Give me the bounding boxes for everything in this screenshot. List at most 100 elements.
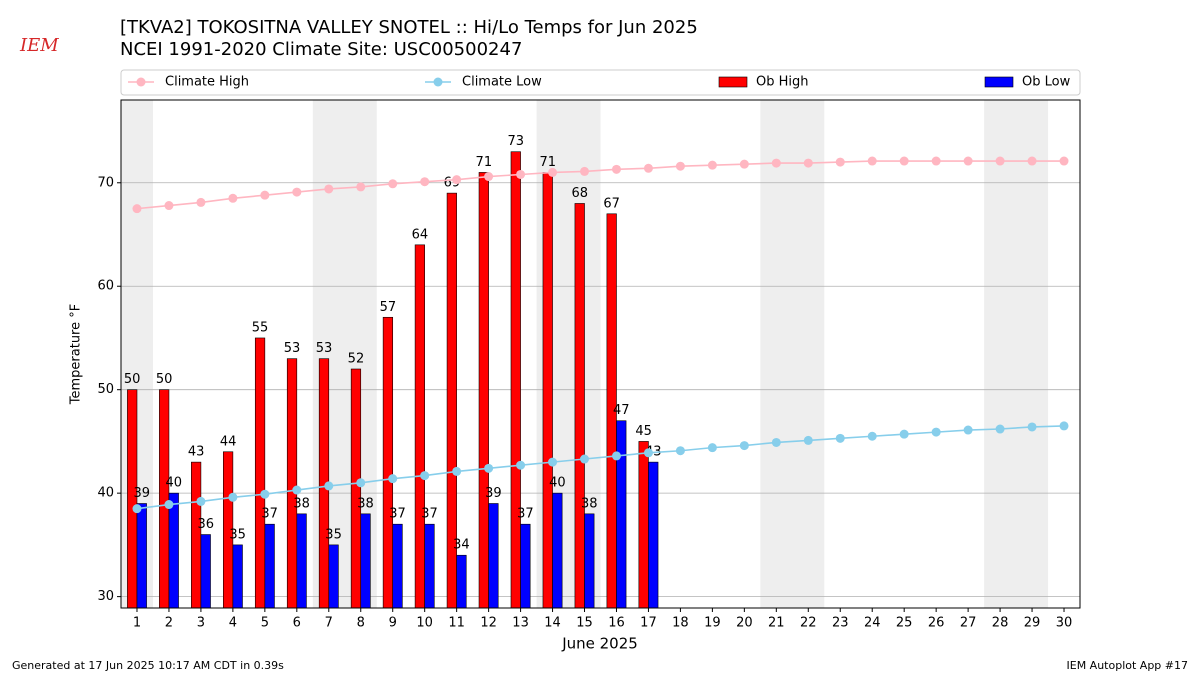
x-tick-label: 2 xyxy=(165,616,173,631)
footer-left: Generated at 17 Jun 2025 10:17 AM CDT in… xyxy=(12,659,284,672)
bar xyxy=(382,316,394,609)
point xyxy=(580,166,590,176)
x-tick-label: 28 xyxy=(992,616,1009,631)
point xyxy=(963,156,973,166)
point xyxy=(228,492,238,502)
point xyxy=(675,446,685,456)
bar xyxy=(510,151,521,609)
x-tick-label: 30 xyxy=(1056,616,1073,631)
bar xyxy=(232,544,243,609)
x-tick-label: 11 xyxy=(448,616,465,631)
data-label: 35 xyxy=(229,527,246,542)
weekend-shade xyxy=(760,100,825,608)
point xyxy=(420,177,430,187)
y-tick-label: 70 xyxy=(97,175,114,190)
legend-swatch xyxy=(718,76,748,88)
x-tick-label: 9 xyxy=(389,616,397,631)
bar xyxy=(616,420,627,609)
x-tick-label: 4 xyxy=(229,616,237,631)
x-tick-label: 23 xyxy=(832,616,849,631)
point xyxy=(420,471,430,481)
point xyxy=(835,433,845,443)
bar xyxy=(552,492,563,609)
point xyxy=(1059,421,1069,431)
legend-marker xyxy=(136,77,146,87)
point xyxy=(356,182,366,192)
x-tick-label: 3 xyxy=(197,616,205,631)
x-tick-label: 16 xyxy=(608,616,625,631)
data-label: 68 xyxy=(571,186,588,201)
bar xyxy=(159,389,170,609)
legend-label: Ob Low xyxy=(1022,75,1071,90)
point xyxy=(643,448,653,458)
data-label: 71 xyxy=(539,155,556,170)
bar xyxy=(414,244,425,609)
y-tick-label: 50 xyxy=(97,382,114,397)
data-label: 71 xyxy=(476,155,493,170)
data-label: 44 xyxy=(220,434,237,449)
point xyxy=(803,435,813,445)
point xyxy=(835,157,845,167)
bar xyxy=(200,534,211,609)
x-tick-label: 18 xyxy=(672,616,689,631)
bar xyxy=(648,461,659,609)
x-tick-label: 29 xyxy=(1024,616,1041,631)
point xyxy=(516,169,526,179)
data-label: 53 xyxy=(284,341,301,356)
point xyxy=(228,193,238,203)
bar xyxy=(296,513,307,609)
data-label: 52 xyxy=(348,352,365,367)
point xyxy=(963,425,973,435)
point xyxy=(324,481,334,491)
point xyxy=(899,429,909,439)
data-label: 38 xyxy=(581,496,598,511)
data-label: 39 xyxy=(134,486,151,501)
point xyxy=(739,159,749,169)
data-label: 57 xyxy=(380,300,397,315)
bar xyxy=(478,172,489,609)
data-label: 39 xyxy=(485,486,502,501)
data-label: 38 xyxy=(293,496,310,511)
point xyxy=(1027,422,1037,432)
point xyxy=(995,156,1005,166)
point xyxy=(643,163,653,173)
x-tick-label: 8 xyxy=(357,616,365,631)
point xyxy=(931,156,941,166)
point xyxy=(1059,156,1069,166)
data-label: 37 xyxy=(261,507,278,522)
x-tick-label: 1 xyxy=(133,616,141,631)
x-tick-label: 12 xyxy=(480,616,497,631)
legend-marker xyxy=(433,77,443,87)
point xyxy=(707,160,717,170)
point xyxy=(324,184,334,194)
x-tick-label: 22 xyxy=(800,616,817,631)
legend-label: Ob High xyxy=(756,75,809,90)
point xyxy=(867,431,877,441)
bar xyxy=(191,461,202,609)
x-tick-label: 6 xyxy=(293,616,301,631)
x-tick-label: 25 xyxy=(896,616,913,631)
point xyxy=(260,489,270,499)
y-tick-label: 30 xyxy=(97,589,114,604)
bar xyxy=(488,503,499,609)
data-label: 35 xyxy=(325,527,342,542)
legend-label: Climate High xyxy=(165,75,249,90)
data-label: 40 xyxy=(165,476,182,491)
x-tick-label: 26 xyxy=(928,616,945,631)
point xyxy=(292,485,302,495)
x-tick-label: 7 xyxy=(325,616,333,631)
point xyxy=(771,158,781,168)
bar xyxy=(392,523,403,609)
point xyxy=(580,454,590,464)
point xyxy=(484,172,494,182)
point xyxy=(132,504,142,514)
point xyxy=(196,496,206,506)
data-label: 50 xyxy=(156,372,173,387)
x-tick-label: 27 xyxy=(960,616,977,631)
y-tick-label: 40 xyxy=(97,486,114,501)
data-label: 73 xyxy=(508,134,525,149)
data-label: 37 xyxy=(517,507,534,522)
point xyxy=(516,460,526,470)
data-label: 34 xyxy=(453,538,470,553)
